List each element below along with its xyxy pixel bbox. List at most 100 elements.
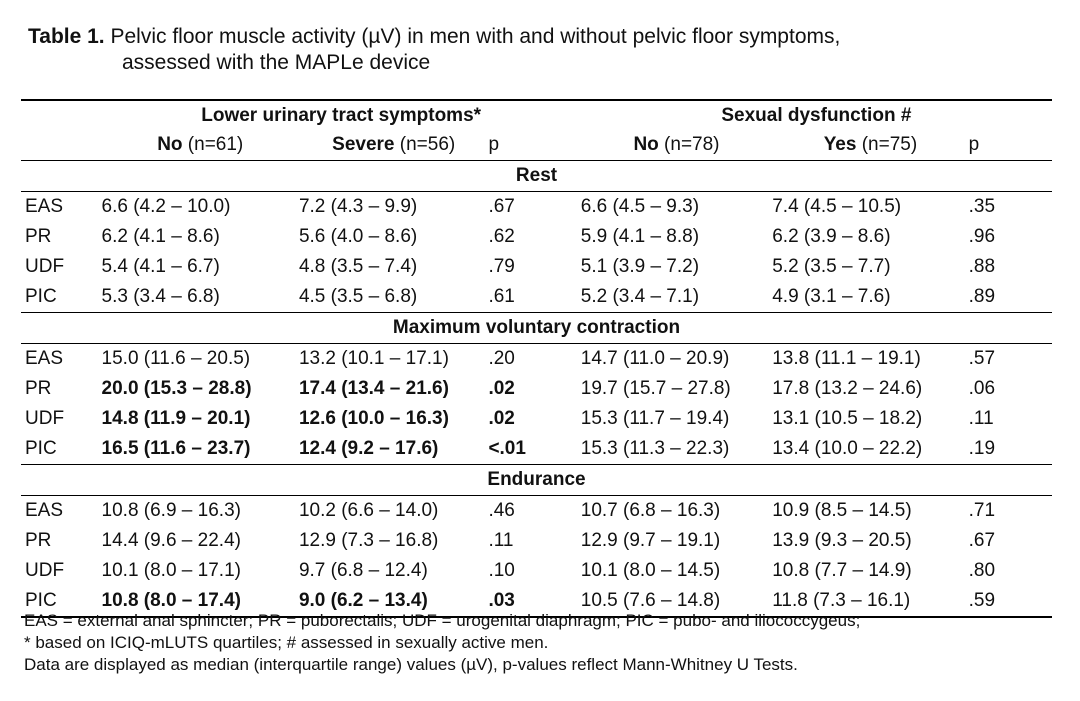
table-cell: 13.1 (10.5 – 18.2) (772, 408, 923, 429)
col-header-luts-p: p (488, 134, 500, 155)
table-cell: .80 (968, 560, 996, 581)
table-cell: 4.9 (3.1 – 7.6) (772, 286, 891, 307)
table-cell: 9.0 (6.2 – 13.4) (298, 586, 489, 618)
table-cell: 12.9 (7.3 – 16.8) (298, 530, 439, 551)
row-muscle-label: PR (25, 378, 52, 399)
table-cell: 12.9 (9.7 – 19.1) (580, 530, 721, 551)
table-cell: .59 (968, 586, 1052, 618)
table-cell: 10.9 (8.5 – 14.5) (772, 500, 912, 521)
group-header-sexual: Sexual dysfunction # (580, 99, 1052, 130)
table-caption: Table 1. Pelvic floor muscle activity (µ… (28, 24, 1048, 76)
col-header-luts-severe: Severe (n=56) (332, 134, 456, 155)
table-cell: .89 (968, 286, 996, 307)
section-title: Maximum voluntary contraction (21, 312, 1052, 344)
table-cell: 19.7 (15.7 – 27.8) (580, 378, 731, 399)
table-row: EAS 6.6 (4.2 – 10.0) 7.2 (4.3 – 9.9) .67 6.6… (21, 192, 1052, 223)
table-cell: 10.2 (6.6 – 14.0) (298, 500, 439, 521)
table-cell: 6.6 (4.5 – 9.3) (580, 196, 700, 217)
header-empty (21, 99, 102, 130)
table-cell: .57 (968, 348, 996, 369)
section-title: Rest (21, 160, 1052, 192)
table-cell: .35 (968, 196, 996, 217)
table-cell: .61 (488, 286, 515, 307)
table-row: UDF 5.4 (4.1 – 6.7) 4.8 (3.5 – 7.4) .79 5.1 … (21, 252, 1052, 282)
table-cell: 10.5 (7.6 – 14.8) (580, 586, 773, 618)
table-cell: 9.7 (6.8 – 12.4) (298, 560, 428, 581)
footnote-abbreviations: EAS = external anal sphincter; PR = pubo… (24, 611, 861, 630)
col-header-luts-no: No (n=61) (157, 134, 244, 155)
table-cell: .88 (968, 256, 996, 277)
table-cell: 5.1 (3.9 – 7.2) (580, 256, 700, 277)
table-row: EAS 10.8 (6.9 – 16.3) 10.2 (6.6 – 14.0) .46… (21, 496, 1052, 527)
table-cell: 10.8 (8.0 – 17.4) (101, 586, 299, 618)
table-row: PIC 10.8 (8.0 – 17.4) 9.0 (6.2 – 13.4) .03 1… (21, 586, 1052, 618)
table-cell: 5.2 (3.4 – 7.1) (580, 286, 700, 307)
table-cell: 17.4 (13.4 – 21.6) (298, 378, 449, 399)
table-row: PR 6.2 (4.1 – 8.6) 5.6 (4.0 – 8.6) .62 5.9 (… (21, 222, 1052, 252)
table-cell: 4.5 (3.5 – 6.8) (298, 286, 418, 307)
table-cell: .06 (968, 378, 996, 399)
table-row: UDF 14.8 (11.9 – 20.1) 12.6 (10.0 – 16.3).… (21, 404, 1052, 434)
table-row: PR 14.4 (9.6 – 22.4) 12.9 (7.3 – 16.8) .11 1… (21, 526, 1052, 556)
table-cell: 12.4 (9.2 – 17.6) (298, 438, 439, 459)
table-cell: 15.3 (11.7 – 19.4) (580, 408, 730, 429)
table-cell: 15.0 (11.6 – 20.5) (101, 348, 251, 369)
row-muscle-label: EAS (25, 500, 64, 521)
table-row: EAS 15.0 (11.6 – 20.5) 13.2 (10.1 – 17.1).… (21, 344, 1052, 375)
caption-line-2: assessed with the MAPLe device (122, 51, 431, 74)
table-cell: .96 (968, 226, 996, 247)
section-header-row: Endurance (21, 464, 1052, 496)
table-cell: .11 (488, 530, 514, 551)
header-empty (21, 130, 102, 161)
row-muscle-label: UDF (25, 408, 65, 429)
table-cell: 10.1 (8.0 – 17.1) (101, 560, 241, 581)
footnote-symbols: * based on ICIQ-mLUTS quartiles; # asses… (24, 633, 549, 652)
table-footnotes: EAS = external anal sphincter; PR = pubo… (24, 610, 1064, 676)
table-cell: .11 (968, 408, 994, 429)
table-row: UDF 10.1 (8.0 – 17.1) 9.7 (6.8 – 12.4) .10 1… (21, 556, 1052, 586)
row-muscle-label: PR (25, 226, 52, 247)
table-cell: 16.5 (11.6 – 23.7) (101, 438, 251, 459)
table-cell: 6.2 (3.9 – 8.6) (772, 226, 891, 247)
table-cell: 13.9 (9.3 – 20.5) (772, 530, 912, 551)
table-cell: .20 (488, 348, 515, 369)
table-cell: 10.7 (6.8 – 16.3) (580, 500, 721, 521)
table-cell: 4.8 (3.5 – 7.4) (298, 256, 418, 277)
caption-title: Pelvic floor muscle activity (µV) in men… (110, 25, 841, 48)
row-muscle-label: PIC (21, 586, 102, 618)
table-cell: 5.6 (4.0 – 8.6) (298, 226, 418, 247)
col-header-sd-no: No (n=78) (633, 134, 720, 155)
table-label: Table 1. (28, 25, 105, 48)
group-header-luts: Lower urinary tract symptoms* (101, 99, 581, 130)
table-cell: .46 (488, 500, 515, 521)
table-cell: 6.6 (4.2 – 10.0) (101, 196, 231, 217)
group-header-row: Lower urinary tract symptoms* Sexual dys… (21, 99, 1052, 130)
table-cell: 6.2 (4.1 – 8.6) (101, 226, 220, 247)
data-table: Lower urinary tract symptoms* Sexual dys… (21, 99, 1052, 618)
table-cell: 12.6 (10.0 – 16.3) (298, 408, 449, 429)
table-cell: .71 (968, 500, 996, 521)
table-cell: .02 (488, 378, 515, 399)
table-cell: 5.4 (4.1 – 6.7) (101, 256, 220, 277)
table-cell: 13.4 (10.0 – 22.2) (772, 438, 923, 459)
table-cell: 11.8 (7.3 – 16.1) (772, 586, 969, 618)
caption-line-1: Table 1. Pelvic floor muscle activity (µ… (28, 24, 1048, 50)
table-cell: .10 (488, 560, 515, 581)
table-cell: 13.2 (10.1 – 17.1) (298, 348, 449, 369)
table-cell: .03 (488, 586, 581, 618)
table-cell: .79 (488, 256, 515, 277)
row-muscle-label: PIC (25, 438, 57, 459)
table-cell: 17.8 (13.2 – 24.6) (772, 378, 923, 399)
col-header-sd-yes: Yes (n=75) (823, 134, 918, 155)
table-cell: 5.2 (3.5 – 7.7) (772, 256, 891, 277)
table-row: PR 20.0 (15.3 – 28.8) 17.4 (13.4 – 21.6) .0… (21, 374, 1052, 404)
row-muscle-label: EAS (25, 196, 64, 217)
table-row: PIC 16.5 (11.6 – 23.7) 12.4 (9.2 – 17.6) <.… (21, 434, 1052, 465)
table-cell: 7.4 (4.5 – 10.5) (772, 196, 902, 217)
table-cell: 20.0 (15.3 – 28.8) (101, 378, 252, 399)
table-cell: 14.8 (11.9 – 20.1) (101, 408, 251, 429)
table-cell: 14.7 (11.0 – 20.9) (580, 348, 730, 369)
section-title: Endurance (21, 464, 1052, 496)
table-cell: 7.2 (4.3 – 9.9) (298, 196, 418, 217)
row-muscle-label: UDF (25, 560, 65, 581)
